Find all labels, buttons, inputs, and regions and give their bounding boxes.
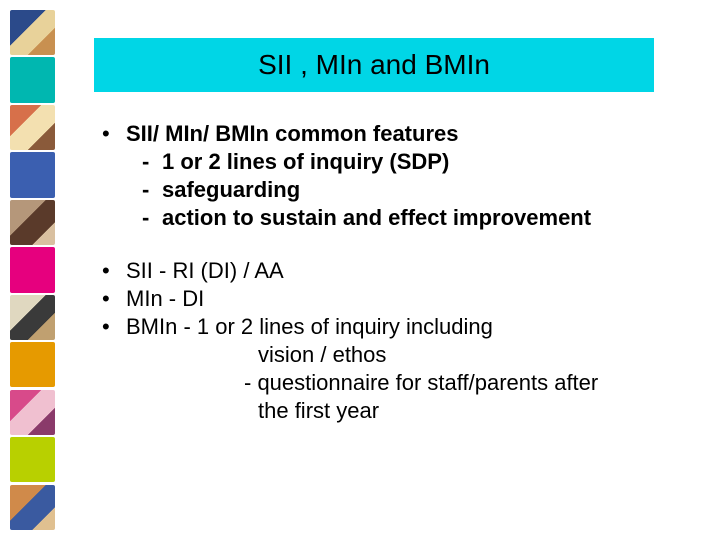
sub-text: safeguarding (162, 176, 300, 204)
sub-text: 1 or 2 lines of inquiry (SDP) (162, 148, 449, 176)
dash-marker: - (142, 176, 162, 204)
dash-marker: - (142, 148, 162, 176)
bullet-level1: • BMIn - 1 or 2 lines of inquiry includi… (98, 313, 678, 341)
bullet-text: SII/ MIn/ BMIn common features (126, 120, 458, 148)
bullet-marker: • (98, 120, 126, 148)
bullet-level1: • MIn - DI (98, 285, 678, 313)
title-box: SII , MIn and BMIn (94, 38, 654, 92)
sidebar-color-block (10, 152, 55, 197)
bullet-level2: - safeguarding (98, 176, 678, 204)
content: • SII/ MIn/ BMIn common features - 1 or … (98, 120, 678, 432)
sub-text: action to sustain and effect improvement (162, 204, 591, 232)
bullet-marker: • (98, 285, 126, 313)
continuation-line: the first year (98, 397, 678, 425)
dash-marker: - (142, 204, 162, 232)
sidebar (10, 10, 55, 530)
bullet-marker: • (98, 313, 126, 341)
bullet-marker: • (98, 257, 126, 285)
sidebar-photo (10, 105, 55, 150)
sidebar-color-block (10, 57, 55, 102)
continuation-line: - questionnaire for staff/parents after (98, 369, 678, 397)
sidebar-color-block (10, 437, 55, 482)
continuation-line: vision / ethos (98, 341, 678, 369)
slide: SII , MIn and BMIn • SII/ MIn/ BMIn comm… (0, 0, 720, 540)
bullet-level1: • SII - RI (DI) / AA (98, 257, 678, 285)
bullet-level2: - 1 or 2 lines of inquiry (SDP) (98, 148, 678, 176)
sidebar-photo (10, 390, 55, 435)
bullet-text: MIn - DI (126, 285, 204, 313)
slide-title: SII , MIn and BMIn (258, 49, 490, 81)
sidebar-photo (10, 10, 55, 55)
block-details: • SII - RI (DI) / AA • MIn - DI • BMIn -… (98, 257, 678, 426)
bullet-text: BMIn - 1 or 2 lines of inquiry including (126, 313, 493, 341)
bullet-level1: • SII/ MIn/ BMIn common features (98, 120, 678, 148)
block-common-features: • SII/ MIn/ BMIn common features - 1 or … (98, 120, 678, 233)
sidebar-photo (10, 200, 55, 245)
sidebar-color-block (10, 247, 55, 292)
bullet-level2: - action to sustain and effect improveme… (98, 204, 678, 232)
sidebar-photo (10, 485, 55, 530)
sidebar-photo (10, 295, 55, 340)
bullet-text: SII - RI (DI) / AA (126, 257, 284, 285)
sidebar-color-block (10, 342, 55, 387)
